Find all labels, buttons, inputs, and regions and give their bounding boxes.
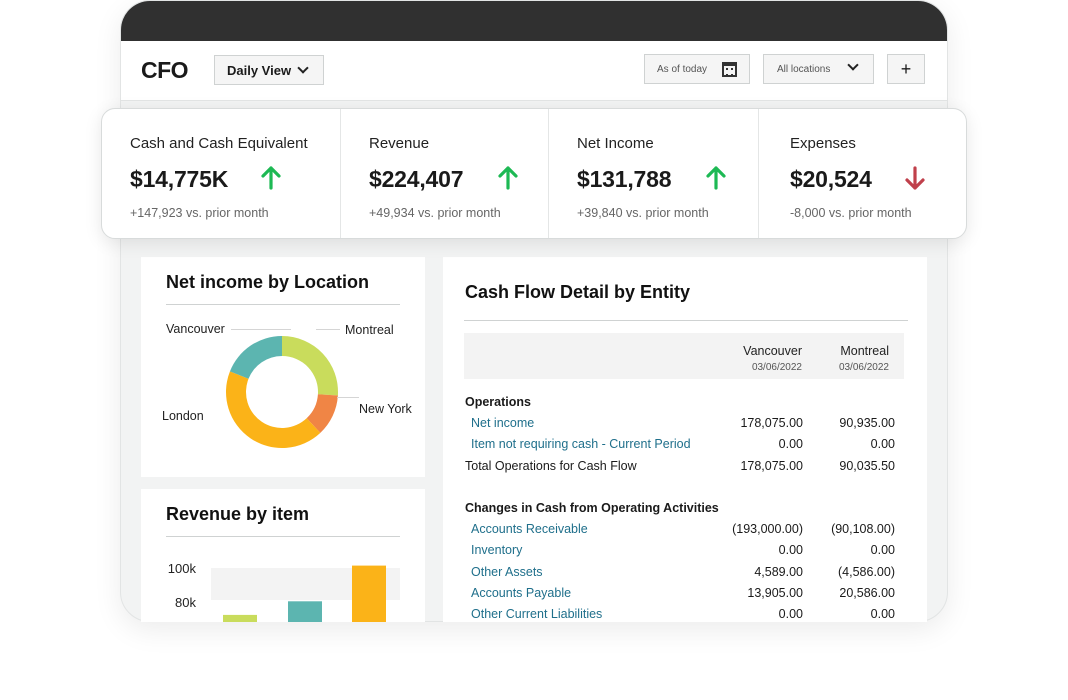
section-heading: Changes in Cash from Operating Activitie… xyxy=(465,500,719,515)
kpi-strip: Cash and Cash Equivalent $14,775K +147,9… xyxy=(101,108,967,239)
cash-flow-table: Operations Net income 178,075.00 90,935.00 I… xyxy=(465,395,895,622)
donut-slice-london xyxy=(226,371,321,448)
kpi-value: $20,524 xyxy=(790,166,872,192)
location-select-label: All locations xyxy=(777,63,831,75)
divider xyxy=(166,536,400,537)
app-header: CFO Daily View As of today All locations… xyxy=(121,41,947,101)
cell-vancouver: 0.00 xyxy=(778,607,803,622)
date-picker-label: As of today xyxy=(657,63,708,75)
section-heading: Operations xyxy=(465,395,531,409)
kpi-change: +49,934 vs. prior month xyxy=(369,206,501,220)
divider xyxy=(166,304,400,305)
card-title: Cash Flow Detail by Entity xyxy=(465,282,691,302)
table-row[interactable]: Other Current Liabilities 0.00 0.00 xyxy=(465,607,895,622)
column-header-vancouver: Vancouver 03/06/2022 xyxy=(743,344,802,373)
kpi-value: $131,788 xyxy=(577,166,672,192)
cash-flow-card: Cash Flow Detail by Entity xyxy=(443,257,927,622)
donut-label-new-york: New York xyxy=(359,402,412,416)
donut-slice-vancouver xyxy=(229,336,282,379)
cell-montreal: 0.00 xyxy=(870,607,895,622)
donut-label-vancouver: Vancouver xyxy=(166,322,225,336)
row-link[interactable]: Net income xyxy=(471,416,535,430)
table-row: Total Operations for Cash Flow 178,075.00… xyxy=(465,459,895,479)
row-label: Total Operations for Cash Flow xyxy=(465,458,637,473)
row-link[interactable]: Other Current Liabilities xyxy=(471,607,603,622)
table-row[interactable]: Item not requiring cash - Current Period… xyxy=(465,437,895,457)
table-row[interactable]: Accounts Receivable (193,000.00) (90,108.0… xyxy=(465,522,895,542)
add-button[interactable]: + xyxy=(887,54,925,84)
cell-vancouver: 4,589.00 xyxy=(754,564,803,579)
cell-montreal: 0.00 xyxy=(870,543,895,558)
cell-montreal: (90,108.00) xyxy=(831,521,895,536)
table-row[interactable]: Other Assets 4,589.00 (4,586.00) xyxy=(465,565,895,585)
row-link[interactable]: Item not requiring cash - Current Period xyxy=(471,437,691,452)
chevron-down-icon xyxy=(297,62,309,74)
donut-slice-new-york xyxy=(306,394,338,433)
kpi-value: $224,407 xyxy=(369,166,464,192)
device-top-bar xyxy=(121,1,947,41)
net-income-card: Net income by Location Vancouver Montrea… xyxy=(141,257,425,477)
y-tick-label: 100k xyxy=(168,561,197,576)
view-select[interactable]: Daily View xyxy=(214,55,324,85)
divider xyxy=(464,320,908,321)
row-link[interactable]: Accounts Payable xyxy=(471,585,572,600)
cell-vancouver: 0.00 xyxy=(778,437,803,452)
arrow-down-icon xyxy=(905,166,925,190)
table-row[interactable]: Inventory 0.00 0.00 xyxy=(465,543,895,563)
table-header: Vancouver 03/06/2022 Montreal 03/06/2022 xyxy=(464,333,904,379)
kpi-card[interactable]: Expenses $20,524 -8,000 vs. prior month xyxy=(759,109,966,238)
leader-line xyxy=(231,329,291,330)
kpi-label: Expenses xyxy=(790,135,856,152)
row-link[interactable]: Other Assets xyxy=(471,564,543,579)
bar-2 xyxy=(288,601,322,622)
view-select-label: Daily View xyxy=(227,62,292,78)
kpi-value: $14,775K xyxy=(130,166,229,192)
arrow-up-icon xyxy=(706,166,726,190)
location-select[interactable]: All locations xyxy=(763,54,874,84)
donut-label-london: London xyxy=(162,409,204,423)
kpi-change: -8,000 vs. prior month xyxy=(790,206,912,220)
bar-chart: 100k 80k xyxy=(168,561,400,622)
y-tick-label: 80k xyxy=(175,595,196,610)
cell-vancouver: (193,000.00) xyxy=(732,521,803,536)
cell-montreal: 20,586.00 xyxy=(839,585,895,600)
leader-line xyxy=(337,397,359,398)
cell-vancouver: 178,075.00 xyxy=(740,416,803,430)
donut-slice-montreal xyxy=(282,336,338,396)
column-header-montreal: Montreal 03/06/2022 xyxy=(838,344,889,373)
donut-label-montreal: Montreal xyxy=(345,323,394,337)
kpi-card[interactable]: Cash and Cash Equivalent $14,775K +147,9… xyxy=(102,109,341,238)
bar-1 xyxy=(223,614,257,622)
row-link[interactable]: Accounts Receivable xyxy=(471,521,588,536)
card-title: Revenue by item xyxy=(166,504,310,524)
kpi-label: Cash and Cash Equivalent xyxy=(130,135,308,152)
cell-montreal: 90,935.00 xyxy=(839,416,895,430)
cell-montreal: (4,586.00) xyxy=(838,564,895,579)
date-picker-button[interactable]: As of today xyxy=(644,54,750,84)
chevron-down-icon xyxy=(847,59,859,71)
cell-montreal: 0.00 xyxy=(870,437,895,452)
cell-vancouver: 0.00 xyxy=(778,543,803,558)
card-title: Net income by Location xyxy=(166,272,370,292)
cell-vancouver: 13,905.00 xyxy=(747,585,803,600)
kpi-change: +147,923 vs. prior month xyxy=(130,206,269,220)
revenue-card: Revenue by item 100k 80k xyxy=(141,489,425,622)
bar-3 xyxy=(352,565,386,622)
app-logo: CFO xyxy=(141,57,189,83)
leader-line xyxy=(316,329,340,330)
arrow-up-icon xyxy=(261,166,281,190)
kpi-card[interactable]: Revenue $224,407 +49,934 vs. prior month xyxy=(341,109,549,238)
cell-montreal: 90,035.50 xyxy=(839,458,895,473)
table-row[interactable]: Net income 178,075.00 90,935.00 xyxy=(465,416,895,436)
kpi-change: +39,840 vs. prior month xyxy=(577,206,709,220)
kpi-label: Net Income xyxy=(577,135,654,152)
cell-vancouver: 178,075.00 xyxy=(740,458,803,473)
kpi-label: Revenue xyxy=(369,135,430,152)
calendar-icon xyxy=(722,62,737,77)
arrow-up-icon xyxy=(498,166,518,190)
donut-chart xyxy=(226,336,338,448)
row-link[interactable]: Inventory xyxy=(471,543,523,558)
table-row[interactable]: Accounts Payable 13,905.00 20,586.00 xyxy=(465,586,895,606)
kpi-card[interactable]: Net Income $131,788 +39,840 vs. prior mo… xyxy=(549,109,759,238)
